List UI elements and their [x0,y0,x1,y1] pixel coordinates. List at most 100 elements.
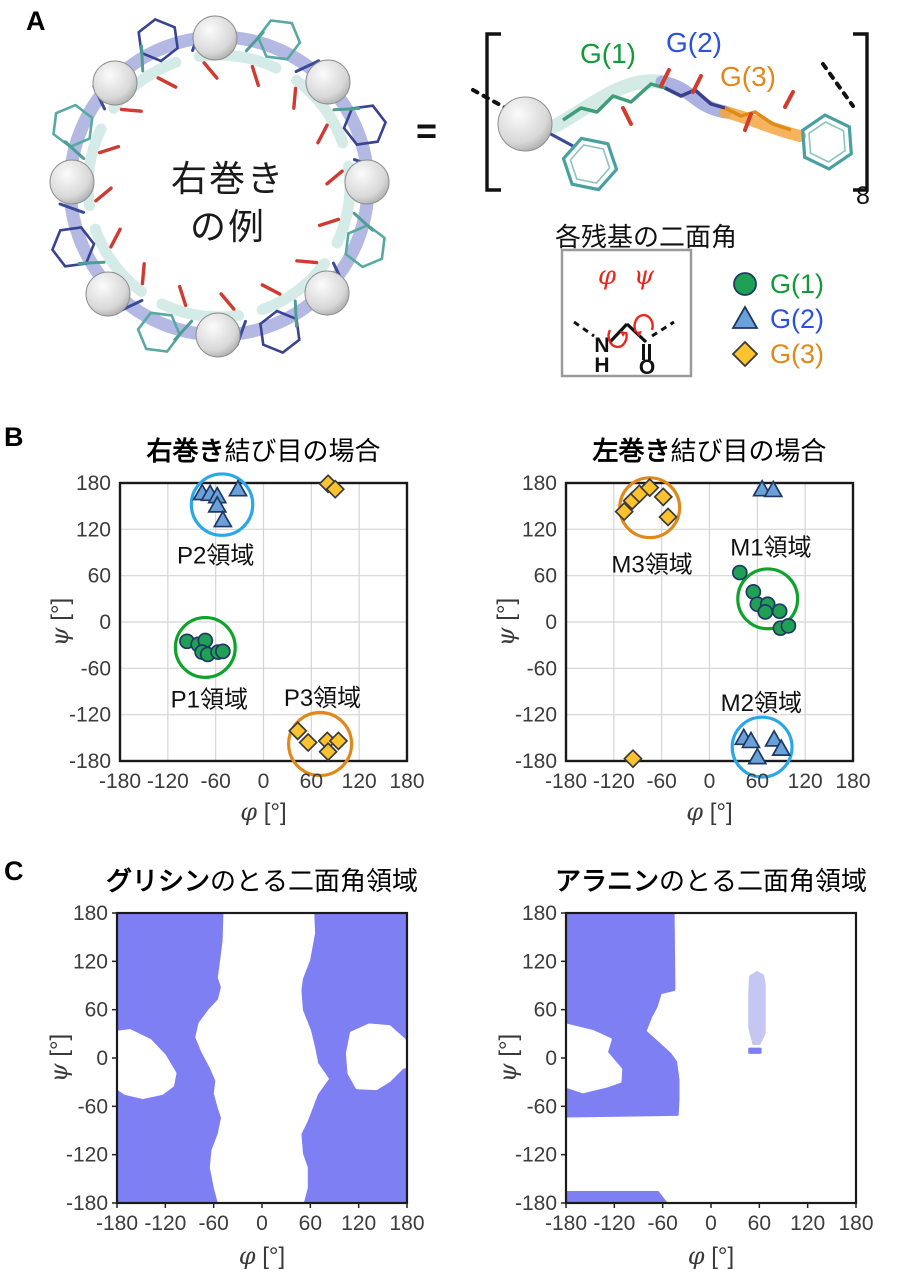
molecule-caption-line1: 右巻き [170,158,285,199]
metal-sphere [192,15,238,61]
legend-label: G(1) [770,269,824,299]
y-tick-label: -180 [515,1192,557,1215]
x-tick-label: 120 [341,1212,376,1235]
y-tick-label: -120 [515,1144,557,1167]
structure-box-border [560,248,693,378]
bond-stick [77,260,106,265]
residue-label-g1: G(1) [580,38,636,69]
x-tick-label: -60 [198,1212,228,1235]
data-point-diamond [653,487,673,507]
nitrogen-label: N [594,334,609,357]
data-point-diamond [328,731,349,751]
region-label: M3領域 [611,552,692,579]
metal-sphere [92,60,138,106]
sticks-g1 [562,82,666,122]
region-label: M1領域 [730,535,811,562]
x-tick-label: -180 [545,1212,587,1235]
chart-title: 左巻き結び目の場合 [592,436,826,466]
carbonyl-stick [97,144,121,155]
data-point-triangle [207,495,228,513]
phi-psi-structure-box: φ ψ NH O [560,248,693,379]
macrocycle-molecule-image [49,15,390,358]
bond-stick [546,130,574,148]
region-label: P2領域 [177,542,254,569]
data-point-circle [731,564,748,581]
carbonyl-stick [783,90,795,109]
residue-label-g3: G(3) [720,61,776,92]
marker-legend: G(1) G(2) G(3) [731,269,824,369]
y-tick-label: 60 [534,999,557,1022]
y-tick-label: -60 [527,657,557,680]
y-tick-label: -60 [78,1095,108,1118]
y-tick-label: 0 [96,1047,108,1070]
ribbon-strand-inner [256,258,330,316]
dihedral-box-title: 各残基の二面角 [554,222,737,252]
phi-arrowhead [620,331,626,337]
legend-label: G(2) [770,304,824,334]
x-tick-label: -120 [147,770,189,793]
panel-c-label: C [4,856,24,886]
bond-stick [173,319,194,342]
data-point-diamond [623,748,643,769]
data-point-triangle [747,746,768,765]
region-layer [117,913,407,1203]
chart-title: アラニンのとる二面角領域 [555,866,867,896]
diamond-icon [731,340,759,368]
x-tick-label: 0 [256,1212,268,1235]
pyridine-ring [137,17,179,63]
bond-stick [140,44,145,73]
y-tick-label: -180 [69,750,111,773]
pyridine-ring [342,104,388,146]
metal-sphere [304,270,350,316]
x-tick-label: 60 [746,770,769,793]
carbonyl-stick [316,123,329,145]
equals-sign: = [416,110,438,151]
x-tick-label: 180 [389,770,424,793]
y-tick-label: 0 [545,611,557,634]
carbonyl-stick [119,107,143,113]
y-tick-label: 180 [522,472,557,495]
repeat-unit-image [471,32,869,192]
legend-label: G(3) [770,339,824,369]
x-tick-label: 60 [299,1212,322,1235]
small-dash [748,1047,762,1054]
carbonyl-stick [219,292,236,311]
ribbon-strand-inner [291,75,349,149]
repeat-subscript: 8 [856,182,870,210]
x-tick-label: 0 [704,770,716,793]
data-point-diamond [658,507,678,527]
carbonyl-stick [260,283,282,296]
ribbon-strand-outer [63,189,111,287]
pyridine-ring [344,223,386,269]
metal-sphere [497,96,553,152]
y-tick-label: -60 [527,1095,557,1118]
sticks-g3 [724,106,792,132]
bond-ca-c [625,322,648,344]
oxygen-label: O [639,356,655,379]
region-label: M2領域 [721,690,802,717]
pyridine-ring [256,19,302,61]
y-tick-label: 0 [545,1047,557,1070]
x-tick-label: -120 [593,1212,635,1235]
pyridine-ring [50,226,96,268]
region-label: P1領域 [171,687,248,714]
data-point-circle [780,618,797,634]
triangle-icon [731,305,759,329]
x-axis-label: φ [°] [239,1242,285,1270]
data-point-diamond [614,501,634,522]
data-point-triangle [740,730,761,749]
x-tick-label: -180 [96,1212,138,1235]
pyridine-ring-left-inner [569,144,611,184]
x-tick-label: -120 [593,770,635,793]
beta-sliver [748,971,766,1045]
region-ring [287,710,354,778]
phi-symbol: φ [598,261,617,291]
right-oval [345,1023,407,1091]
y-tick-label: -60 [81,657,111,680]
y-tick-label: -180 [66,1192,108,1215]
left-bracket [485,32,501,192]
hydrogen-label: H [594,354,609,377]
phi-rotation-arrow [607,329,628,349]
x-tick-label: 120 [342,770,377,793]
plot-frame [118,481,409,763]
